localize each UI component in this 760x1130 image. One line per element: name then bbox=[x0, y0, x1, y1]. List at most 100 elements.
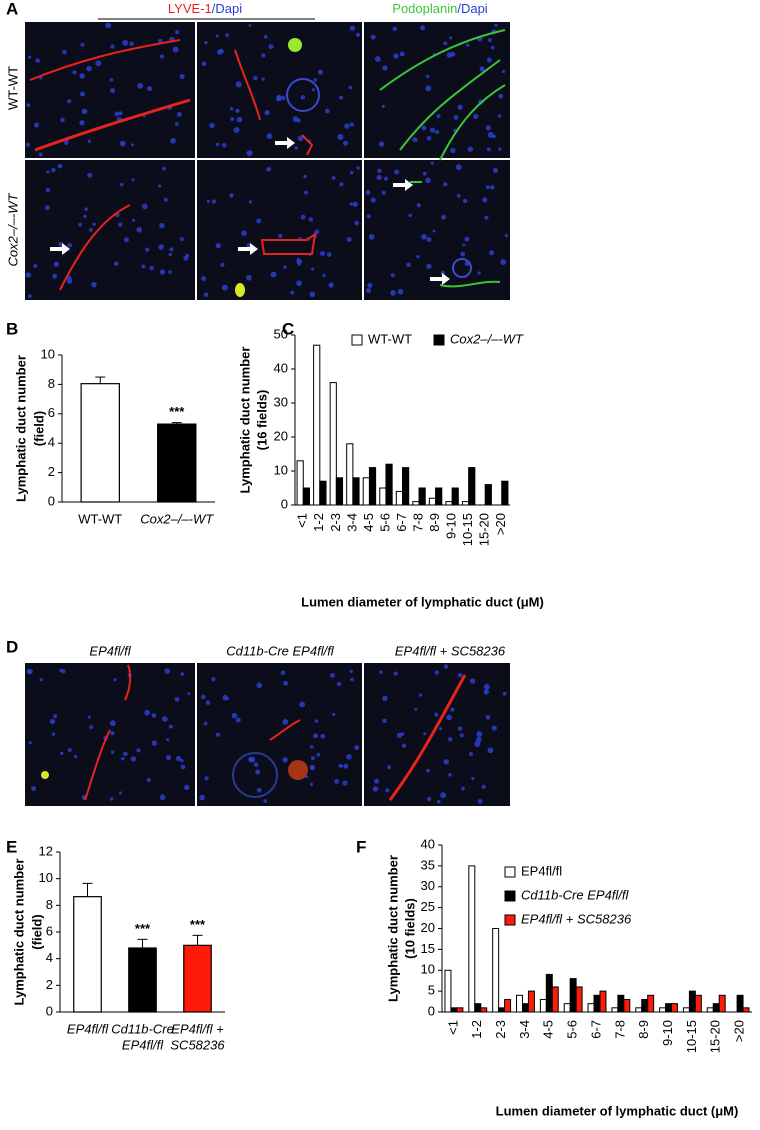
y-tick-label: 10 bbox=[274, 462, 288, 477]
counterstain: /Dapi bbox=[457, 1, 487, 16]
nucleus bbox=[204, 41, 208, 45]
nucleus bbox=[89, 725, 94, 730]
nucleus bbox=[280, 670, 286, 675]
nucleus bbox=[253, 75, 258, 81]
y-tick-label: 35 bbox=[421, 857, 435, 872]
bar bbox=[385, 463, 393, 506]
nucleus bbox=[211, 677, 216, 682]
nucleus bbox=[263, 35, 268, 39]
nucleus bbox=[482, 197, 488, 203]
nucleus bbox=[176, 112, 182, 117]
nucleus bbox=[461, 786, 465, 791]
nucleus bbox=[256, 682, 263, 689]
nucleus bbox=[28, 741, 32, 745]
column-label: Cd11b-Cre EP4fl/fl bbox=[226, 643, 335, 658]
nucleus bbox=[201, 694, 206, 700]
nucleus bbox=[317, 69, 324, 75]
nucleus bbox=[365, 190, 371, 195]
nucleus bbox=[473, 113, 479, 119]
nucleus bbox=[205, 700, 211, 706]
nucleus bbox=[311, 267, 315, 271]
vessel bbox=[124, 664, 132, 701]
nucleus bbox=[215, 142, 220, 147]
nucleus bbox=[158, 38, 163, 44]
nucleus bbox=[382, 65, 388, 71]
panel-label: A bbox=[6, 0, 18, 18]
nucleus bbox=[246, 150, 253, 157]
y-tick-label: 12 bbox=[39, 843, 53, 858]
bar bbox=[682, 1007, 690, 1013]
bar bbox=[712, 1003, 720, 1013]
nucleus bbox=[129, 41, 134, 46]
nucleus bbox=[168, 253, 172, 257]
nucleus bbox=[256, 218, 262, 224]
nucleus bbox=[204, 776, 209, 781]
nucleus bbox=[356, 166, 360, 170]
nucleus bbox=[170, 137, 176, 144]
nucleus bbox=[209, 122, 215, 129]
nucleus bbox=[331, 712, 336, 717]
x-tick-label: 10-15 bbox=[684, 1020, 699, 1053]
arrow bbox=[275, 137, 295, 149]
nucleus bbox=[450, 147, 456, 154]
x-tick-label: 7-8 bbox=[612, 1020, 627, 1039]
nucleus bbox=[203, 292, 209, 297]
nucleus bbox=[268, 44, 274, 50]
follicle bbox=[232, 752, 278, 798]
significance: *** bbox=[169, 404, 185, 419]
nucleus bbox=[430, 161, 434, 165]
nucleus bbox=[113, 261, 119, 266]
nucleus bbox=[331, 176, 336, 180]
nucleus bbox=[28, 55, 32, 59]
follicle bbox=[452, 258, 472, 278]
nucleus bbox=[236, 116, 243, 123]
vessel bbox=[379, 29, 506, 91]
y-tick-label: 10 bbox=[41, 346, 55, 361]
nucleus bbox=[489, 250, 495, 256]
nucleus bbox=[392, 26, 397, 32]
nucleus bbox=[119, 140, 126, 147]
nucleus bbox=[119, 182, 124, 187]
nucleus bbox=[339, 95, 344, 100]
nucleus bbox=[366, 288, 372, 294]
bar bbox=[128, 947, 157, 1013]
x-tick-label: EP4fl/fl bbox=[67, 1021, 109, 1036]
nucleus bbox=[113, 678, 117, 682]
bar bbox=[501, 480, 509, 506]
bar bbox=[329, 382, 337, 506]
bar bbox=[80, 383, 120, 503]
nucleus bbox=[367, 282, 373, 288]
micrograph bbox=[364, 22, 510, 158]
nucleus bbox=[382, 695, 388, 702]
nucleus bbox=[136, 226, 143, 233]
x-tick-label: 1-2 bbox=[469, 1020, 484, 1039]
nucleus bbox=[483, 689, 489, 695]
y-axis-label: Lymphatic duct number bbox=[237, 347, 252, 494]
nucleus bbox=[485, 714, 491, 720]
stain-label: Podoplanin/Dapi bbox=[392, 1, 488, 16]
nucleus bbox=[149, 265, 154, 271]
vessel bbox=[269, 719, 301, 741]
nucleus bbox=[51, 167, 56, 173]
nucleus bbox=[87, 715, 91, 719]
nucleus bbox=[344, 123, 350, 129]
nucleus bbox=[303, 174, 307, 179]
nucleus bbox=[136, 748, 141, 753]
nucleus bbox=[159, 222, 165, 229]
nucleus bbox=[426, 263, 432, 269]
nucleus bbox=[231, 712, 238, 719]
nucleus bbox=[175, 755, 182, 762]
nucleus bbox=[248, 24, 252, 28]
bar bbox=[659, 1007, 667, 1013]
y-tick-label: 0 bbox=[428, 1003, 435, 1018]
nucleus bbox=[377, 168, 382, 174]
nucleus bbox=[440, 270, 446, 275]
nucleus bbox=[448, 773, 452, 777]
nucleus bbox=[168, 270, 172, 274]
nucleus bbox=[485, 185, 490, 190]
nucleus bbox=[440, 792, 447, 799]
nucleus bbox=[215, 34, 219, 38]
nucleus bbox=[422, 171, 427, 176]
bar bbox=[444, 969, 452, 1013]
nucleus bbox=[51, 732, 56, 736]
